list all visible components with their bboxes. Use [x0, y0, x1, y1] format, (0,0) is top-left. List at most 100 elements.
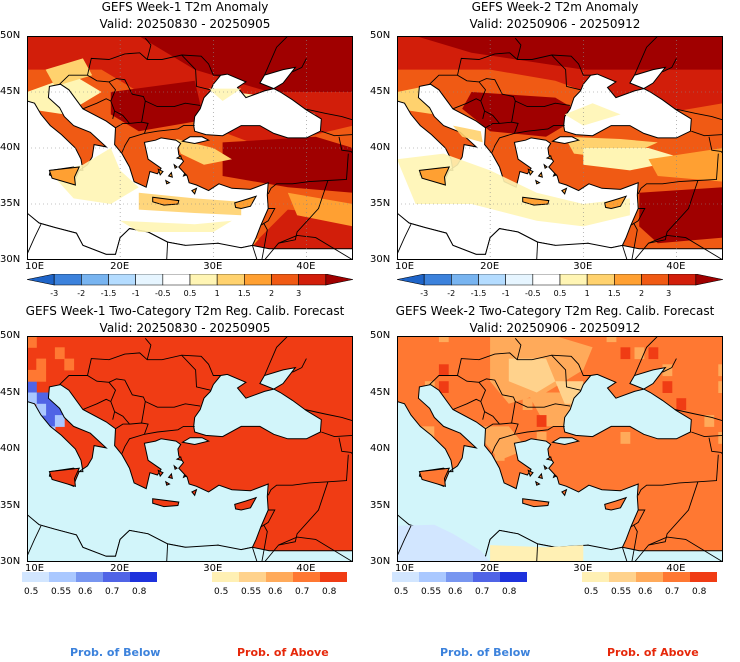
border-line [144, 425, 195, 435]
probability-cell [718, 364, 723, 377]
probability-cell [54, 347, 65, 360]
island [48, 467, 81, 487]
legend-above-left: Prob. of Above [237, 646, 329, 659]
sea-anomaly-fill [452, 125, 483, 143]
probability-cell [648, 347, 659, 360]
map-frame [397, 36, 723, 260]
border-line [630, 509, 646, 528]
probability-cell [36, 369, 47, 382]
border-line [114, 110, 149, 153]
colorbar-tick-label: -1.5 [101, 289, 117, 298]
sea-libyan-coast [27, 513, 353, 562]
islands [418, 155, 628, 210]
border-line [251, 547, 258, 562]
colorbar-tick-label: 0.5 [184, 289, 197, 298]
colorbar-tick-label: 0.8 [322, 587, 337, 597]
lat-tick-label: 50N [0, 330, 21, 341]
colorbar-swatch-below [22, 572, 49, 582]
probability-cell [718, 381, 723, 393]
border-line [484, 110, 519, 153]
border-line [674, 409, 723, 422]
colorbar-swatch-below [76, 572, 103, 582]
probability-cell [27, 369, 37, 382]
sea-libyan-coast [397, 212, 723, 260]
sea-marmara [181, 136, 211, 145]
border-line [145, 100, 201, 108]
island [537, 472, 543, 480]
border-line [82, 398, 111, 410]
lat-tick-label: 40N [0, 142, 21, 153]
island [543, 163, 548, 169]
border-line [264, 36, 289, 76]
border-line [536, 543, 539, 562]
colorbar-swatch [162, 274, 191, 286]
lat-tick-label: 50N [370, 330, 391, 341]
sea-anomaly-fill [397, 153, 630, 227]
colorbar-swatch [108, 274, 136, 286]
border-line [478, 378, 516, 424]
country-borders [397, 336, 723, 562]
probability-cell [662, 381, 673, 393]
lon-tick-label: 10E [25, 261, 45, 272]
island [167, 472, 173, 480]
lon-tick-label: 30E [203, 261, 223, 272]
colorbar-tick-label: -1 [132, 289, 140, 298]
border-line [674, 108, 723, 121]
anomaly-colorbar: -3 -2 -1.5 -1 -0.5 0.5 1 1.5 2 3 [397, 274, 723, 300]
border-line [145, 401, 201, 408]
anomaly-map [397, 36, 723, 260]
border-line [621, 547, 628, 562]
probability-cell [36, 403, 47, 416]
border-line [264, 336, 289, 376]
probability-cell [564, 347, 575, 360]
probability-map [397, 336, 723, 562]
map-week1-probability [27, 336, 353, 562]
panel-week1-probability: GEFS Week-1 Two-Category T2m Reg. Calib.… [0, 304, 370, 604]
probability-cell [718, 432, 723, 444]
border-line [637, 454, 719, 496]
colorbar-swatch [641, 274, 669, 286]
border-line [551, 354, 591, 376]
probability-cell [45, 403, 56, 416]
lat-tick-label: 45N [0, 386, 21, 398]
panel-title: GEFS Week-1 T2m Anomaly [101, 0, 269, 14]
colorbar-swatch [189, 274, 218, 286]
island [157, 168, 164, 176]
border-line [87, 352, 211, 391]
island [234, 195, 258, 210]
island [561, 488, 568, 497]
island [418, 467, 451, 487]
border-line [304, 108, 353, 121]
colorbar-tick-label: 0.5 [214, 587, 228, 597]
panel-valid-dates: Valid: 20250906 - 20250912 [469, 321, 641, 335]
border-line [662, 358, 677, 373]
border-line [260, 509, 276, 528]
island [182, 173, 188, 177]
colorbar-tick-label: 0.7 [665, 587, 679, 597]
probability-cell [45, 415, 56, 427]
border-line [536, 242, 539, 260]
gridlines [27, 36, 353, 260]
island [48, 166, 81, 186]
probability-cell [438, 364, 449, 377]
colorbar-tick-label: 0.6 [638, 587, 653, 597]
island [522, 196, 550, 206]
colorbar-tick-label: 0.7 [105, 587, 119, 597]
border-line [397, 224, 412, 255]
border-line [27, 224, 42, 255]
colorbar-tick-label: 0.5 [584, 587, 598, 597]
lat-tick-label: 30N [370, 556, 391, 567]
sea-anomaly-fill [564, 103, 621, 126]
lon-tick-label: 30E [573, 261, 593, 272]
border-line [515, 100, 571, 108]
anomaly-contour-fill [583, 148, 686, 171]
colorbar-tick-label: 2 [269, 289, 274, 298]
border-line [251, 245, 258, 260]
lat-tick-label: 50N [370, 30, 391, 41]
colorbar-tick-label: 0.5 [394, 587, 408, 597]
sea-marmara [551, 437, 581, 446]
island [182, 474, 188, 479]
border-line [662, 58, 677, 73]
island [522, 498, 550, 508]
border-line [691, 130, 723, 137]
